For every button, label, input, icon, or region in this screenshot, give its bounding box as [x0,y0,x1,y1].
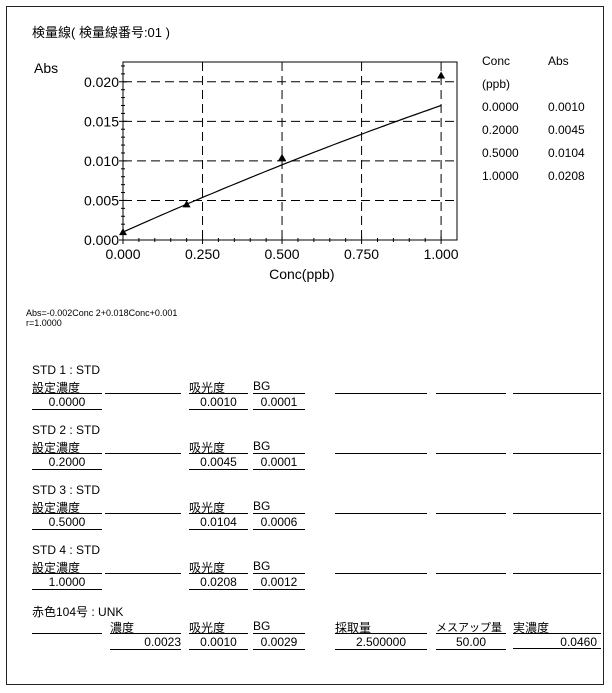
std-title: STD 3 : STD [32,483,101,497]
bg-label: BG [253,559,305,574]
unk-block: 赤色104号 : UNK 濃度 吸光度 BG 採取量 メスアップ量 実濃度 0.… [32,603,602,651]
y-tick-label: 0.000 [84,232,119,248]
conc-label: 設定濃度 [32,559,102,575]
unk-sample-label: 採取量 [335,619,427,635]
std-conc-value: 0.0000 [32,395,102,410]
legend-conc: 0.2000 [482,123,519,137]
legend-conc: 0.0000 [482,100,519,114]
data-point [437,71,446,79]
unk-sample-value: 2.500000 [335,635,427,650]
legend-abs: 0.0010 [548,100,585,114]
unk-bg-label: BG [253,619,305,634]
conc-label: 設定濃度 [32,439,102,455]
std-title: STD 1 : STD [32,363,101,377]
y-tick-label: 0.005 [84,192,119,208]
legend-abs: 0.0104 [548,146,585,160]
unk-bg-value: 0.0029 [253,635,305,650]
std-bg-value: 0.0012 [253,575,305,590]
calibration-curve [122,104,442,233]
x-tick-label: 0.500 [265,246,300,262]
unk-actual-value: 0.0460 [513,635,601,649]
x-axis-label: Conc(ppb) [269,266,334,282]
x-tick-label: 0.250 [185,246,220,262]
std-title: STD 4 : STD [32,543,101,557]
calibration-chart: 0.000 0.005 0.010 0.015 0.020 0.000 0.250 0.500… [84,61,459,282]
y-tick-label: 0.020 [84,74,119,90]
std-bg-value: 0.0006 [253,515,305,530]
std-block: STD 3 : STD 設定濃度 吸光度 BG 0.5000 0.0104 0.… [32,483,602,531]
abs-label: 吸光度 [189,559,248,575]
std-abs-value: 0.0208 [189,575,248,590]
unk-makeup-value: 50.00 [436,635,506,650]
x-tick-label: 1.000 [424,246,459,262]
y-tick-label: 0.010 [84,153,119,169]
std-abs-value: 0.0104 [189,515,248,530]
y-axis-label: Abs [34,60,59,76]
legend-header-conc: Conc [482,54,511,68]
unk-conc-value: 0.0023 [110,635,181,650]
unk-conc-label: 濃度 [110,619,181,635]
correlation-line: r=1.0000 [26,318,62,328]
unk-actual-label: 実濃度 [513,619,601,635]
abs-label: 吸光度 [189,379,248,395]
conc-label: 設定濃度 [32,379,102,395]
conc-label: 設定濃度 [32,499,102,515]
bg-label: BG [253,379,305,394]
unk-abs-value: 0.0010 [189,635,248,650]
std-block: STD 1 : STD 設定濃度 吸光度 BG 0.0000 0.0010 0.… [32,363,602,411]
legend-abs: 0.0208 [548,169,585,183]
data-point [182,200,191,208]
plot-frame [122,61,458,241]
std-conc-value: 1.0000 [32,575,102,590]
equation-line: Abs=-0.002Conc 2+0.018Conc+0.001 [26,308,178,318]
bg-label: BG [253,439,305,454]
std-title: STD 2 : STD [32,423,101,437]
legend-abs: 0.0045 [548,123,585,137]
std-abs-value: 0.0010 [189,395,248,410]
std-bg-value: 0.0001 [253,455,305,470]
abs-label: 吸光度 [189,439,248,455]
x-tick-label: 0.000 [105,246,140,262]
unk-makeup-label: メスアップ量 [436,619,506,634]
legend-conc: 1.0000 [482,169,519,183]
unk-abs-label: 吸光度 [189,619,248,635]
legend-conc: 0.5000 [482,146,519,160]
data-point [119,228,127,236]
y-tick-label: 0.015 [84,113,119,129]
std-conc-value: 0.5000 [32,515,102,530]
legend-unit: (ppb) [482,77,511,91]
std-block: STD 2 : STD 設定濃度 吸光度 BG 0.2000 0.0045 0.… [32,423,602,471]
std-abs-value: 0.0045 [189,455,248,470]
std-block: STD 4 : STD 設定濃度 吸光度 BG 1.0000 0.0208 0.… [32,543,602,591]
abs-label: 吸光度 [189,499,248,515]
std-bg-value: 0.0001 [253,395,305,410]
legend-header-abs: Abs [548,54,569,68]
calibration-legend: Conc Abs (ppb) 0.0000 0.0010 0.2000 0.00… [482,54,585,192]
regression-equation: Abs=-0.002Conc 2+0.018Conc+0.001 r=1.000… [26,308,177,328]
x-tick-label: 0.750 [344,246,379,262]
report-title: 検量線( 検量線番号:01 ) [32,25,170,40]
report-frame [6,6,604,685]
unk-title: 赤色104号 : UNK [32,605,124,619]
std-conc-value: 0.2000 [32,455,102,470]
bg-label: BG [253,499,305,514]
data-point [278,153,287,161]
